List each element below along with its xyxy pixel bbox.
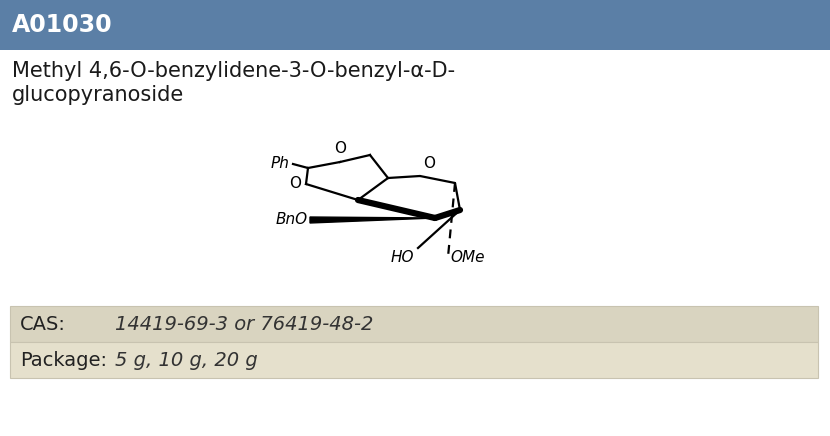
Text: glucopyranoside: glucopyranoside xyxy=(12,85,184,105)
Text: O: O xyxy=(289,177,301,191)
FancyBboxPatch shape xyxy=(10,342,818,378)
Text: O: O xyxy=(334,141,346,156)
FancyBboxPatch shape xyxy=(10,306,818,342)
Text: BnO: BnO xyxy=(276,212,308,228)
Text: A01030: A01030 xyxy=(12,13,113,37)
Text: HO: HO xyxy=(390,250,414,265)
Text: 14419-69-3 or 76419-48-2: 14419-69-3 or 76419-48-2 xyxy=(115,314,374,334)
Text: Package:: Package: xyxy=(20,351,107,369)
Text: Ph: Ph xyxy=(270,157,289,171)
Polygon shape xyxy=(310,217,435,223)
Text: Methyl 4,6-O-benzylidene-3-O-benzyl-α-D-: Methyl 4,6-O-benzylidene-3-O-benzyl-α-D- xyxy=(12,61,455,81)
Text: OMe: OMe xyxy=(450,249,485,265)
Text: O: O xyxy=(423,156,435,171)
Text: CAS:: CAS: xyxy=(20,314,66,334)
FancyBboxPatch shape xyxy=(0,0,830,50)
Text: 5 g, 10 g, 20 g: 5 g, 10 g, 20 g xyxy=(115,351,258,369)
